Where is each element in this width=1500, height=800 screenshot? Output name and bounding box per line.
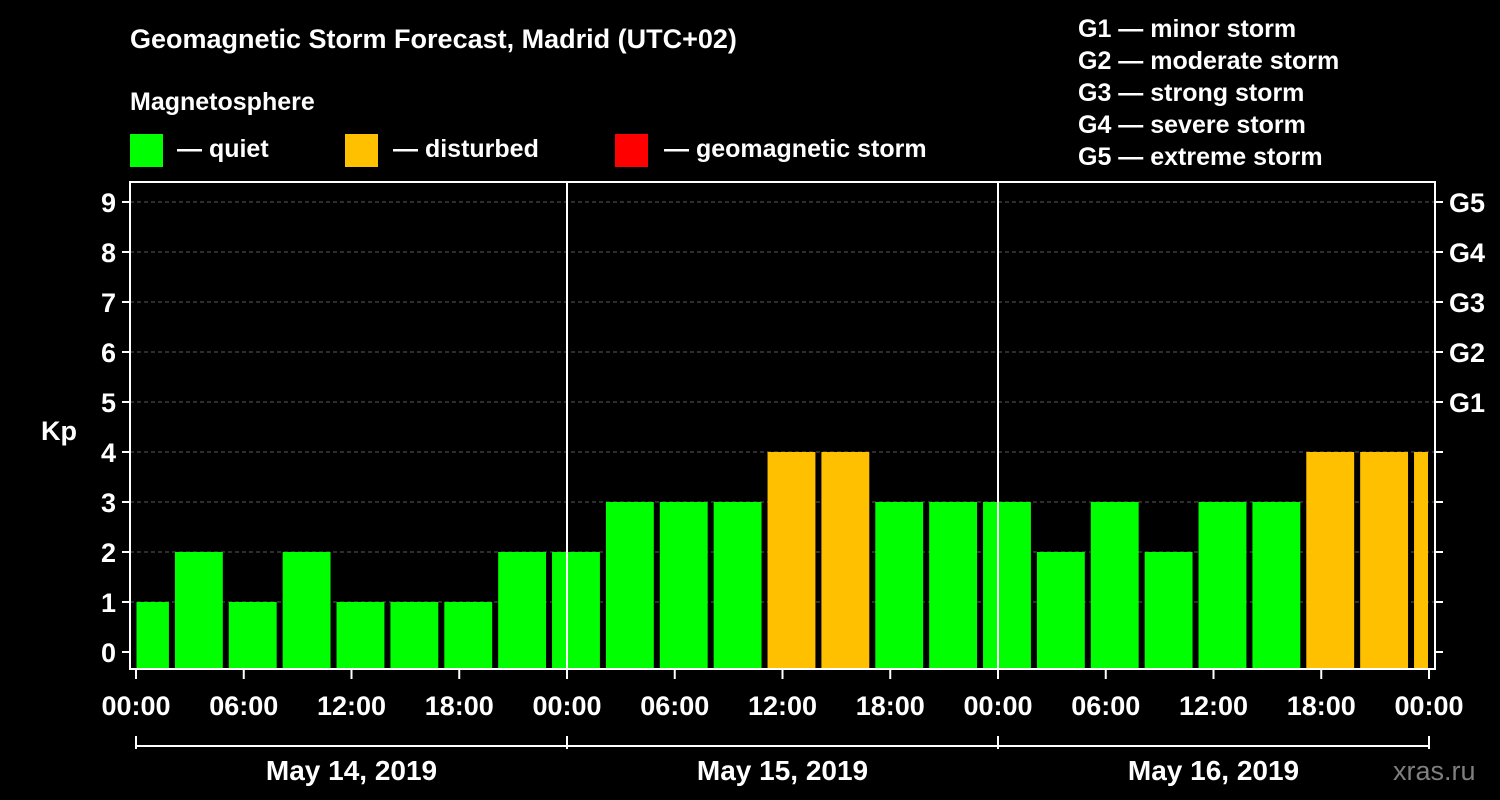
bar-3 <box>282 552 331 669</box>
right-tick-label-g5: G5 <box>1449 188 1485 218</box>
bar-2 <box>228 602 277 669</box>
bar-12 <box>767 452 816 669</box>
legend-swatch-quiet <box>130 134 163 167</box>
watermark: xras.ru <box>1393 756 1476 786</box>
storm-scale-g1: G1 — minor storm <box>1078 15 1296 43</box>
y-axis-label: Kp <box>41 416 77 446</box>
bar-14 <box>875 502 924 669</box>
date-label-1: May 15, 2019 <box>697 755 868 786</box>
x-tick-label-12: 00:00 <box>1394 691 1463 721</box>
bar-10 <box>659 502 708 669</box>
x-tick-label-8: 00:00 <box>963 691 1032 721</box>
bar-0 <box>136 602 169 669</box>
storm-scale-g2: G2 — moderate storm <box>1078 47 1339 75</box>
bar-22 <box>1306 452 1355 669</box>
bar-15 <box>929 502 978 669</box>
y-tick-label-2: 2 <box>101 538 116 568</box>
bar-16 <box>983 502 1031 669</box>
legend-swatch-storm <box>615 134 648 167</box>
date-label-2: May 16, 2019 <box>1128 755 1299 786</box>
bar-9 <box>605 502 654 669</box>
bar-23 <box>1360 452 1409 669</box>
x-tick-label-1: 06:00 <box>209 691 278 721</box>
bar-11 <box>713 502 762 669</box>
bar-18 <box>1090 502 1139 669</box>
bar-19 <box>1144 552 1193 669</box>
x-tick-label-0: 00:00 <box>101 691 170 721</box>
y-tick-label-7: 7 <box>101 288 116 318</box>
legend-title: Magnetosphere <box>130 88 315 116</box>
bar-21 <box>1252 502 1301 669</box>
bar-7 <box>498 552 547 669</box>
legend-label-storm: — geomagnetic storm <box>664 135 927 163</box>
x-tick-label-4: 00:00 <box>532 691 601 721</box>
right-tick-label-g4: G4 <box>1449 238 1485 268</box>
grid <box>130 201 1435 603</box>
bar-24 <box>1414 452 1428 669</box>
bar-17 <box>1036 552 1085 669</box>
storm-scale-g4: G4 — severe storm <box>1078 111 1306 139</box>
legend-label-quiet: — quiet <box>177 135 269 163</box>
x-tick-label-6: 12:00 <box>748 691 817 721</box>
y-tick-label-3: 3 <box>101 488 116 518</box>
y-tick-label-0: 0 <box>101 638 116 668</box>
y-tick-label-6: 6 <box>101 338 116 368</box>
chart-title: Geomagnetic Storm Forecast, Madrid (UTC+… <box>130 24 737 54</box>
legend-swatch-disturbed <box>345 134 378 167</box>
right-tick-label-g1: G1 <box>1449 388 1485 418</box>
bar-1 <box>174 552 223 669</box>
y-tick-label-9: 9 <box>101 188 116 218</box>
bar-20 <box>1198 502 1247 669</box>
y-tick-label-5: 5 <box>101 388 116 418</box>
storm-scale-list: G1 — minor storm G2 — moderate storm G3 … <box>1078 15 1339 171</box>
x-tick-label-11: 18:00 <box>1287 691 1356 721</box>
x-tick-label-7: 18:00 <box>856 691 925 721</box>
legend-label-disturbed: — disturbed <box>393 135 539 163</box>
bar-4 <box>336 602 385 669</box>
right-tick-label-g3: G3 <box>1449 288 1485 318</box>
x-tick-label-2: 12:00 <box>317 691 386 721</box>
bar-5 <box>390 602 439 669</box>
bar-13 <box>821 452 870 669</box>
x-tick-label-5: 06:00 <box>640 691 709 721</box>
right-tick-label-g2: G2 <box>1449 338 1485 368</box>
x-tick-label-3: 18:00 <box>425 691 494 721</box>
y-tick-label-4: 4 <box>101 438 116 468</box>
storm-scale-g3: G3 — strong storm <box>1078 79 1304 107</box>
y-tick-label-1: 1 <box>101 588 116 618</box>
storm-scale-g5: G5 — extreme storm <box>1078 143 1323 171</box>
bars <box>136 452 1428 669</box>
y-tick-label-8: 8 <box>101 238 116 268</box>
date-label-0: May 14, 2019 <box>266 755 437 786</box>
bar-8 <box>552 552 600 669</box>
axes: 0 1 2 3 4 5 6 7 8 9 G1 G2 G3 G4 G5 00:00 06:00 12:00 18:00… <box>101 181 1485 786</box>
x-tick-label-10: 12:00 <box>1179 691 1248 721</box>
x-tick-label-9: 06:00 <box>1071 691 1140 721</box>
bar-6 <box>444 602 493 669</box>
